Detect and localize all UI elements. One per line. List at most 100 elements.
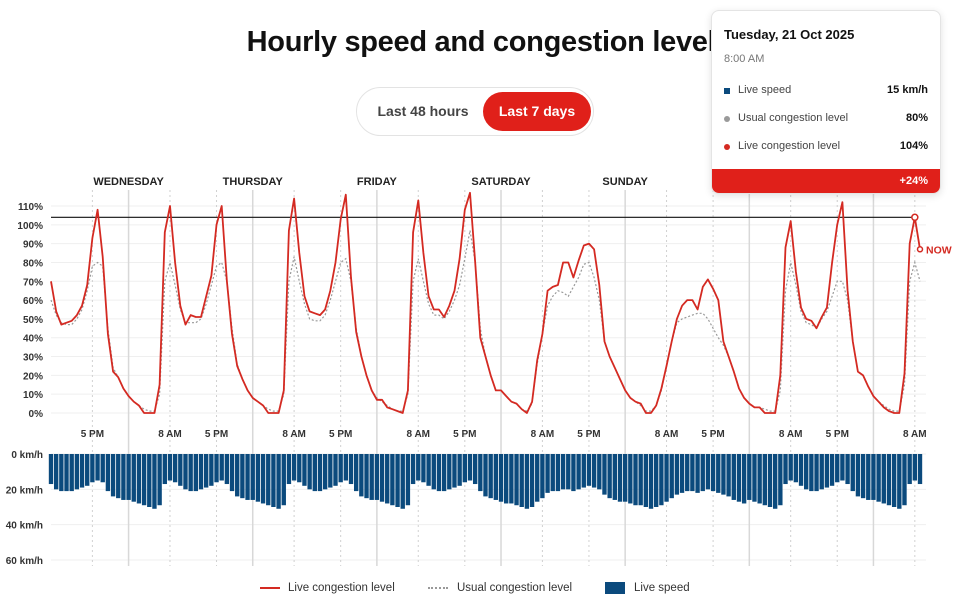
speed-bar: [747, 454, 752, 500]
last-7-days-button[interactable]: Last 7 days: [483, 92, 591, 131]
speed-bar: [131, 454, 136, 502]
y-tick-label: 30%: [23, 353, 43, 364]
speed-bar: [286, 454, 292, 485]
x-tick-label: 5 PM: [701, 429, 724, 440]
speed-bar: [798, 454, 804, 486]
speed-bar: [271, 454, 276, 507]
speed-bar: [881, 454, 886, 504]
speed-bar: [891, 454, 897, 507]
speed-bar: [224, 454, 230, 485]
speed-bar: [245, 454, 250, 500]
speed-bar: [804, 454, 809, 490]
speed-bar: [281, 454, 286, 506]
speed-bar: [400, 454, 405, 509]
speed-bar: [385, 454, 390, 504]
x-tick-label: 8 AM: [903, 429, 927, 440]
speed-bar: [410, 454, 416, 485]
y-tick-label: 10%: [23, 390, 43, 401]
speed-bar: [741, 454, 747, 504]
speed-bar: [266, 454, 271, 506]
usual-congestion-line: [50, 230, 921, 412]
speed-bar: [297, 454, 302, 483]
speed-bar: [276, 454, 281, 509]
speed-bar: [395, 454, 400, 507]
speed-bar: [752, 454, 757, 502]
speed-bar: [529, 454, 535, 507]
speed-bar: [866, 454, 871, 500]
speed-tick-label: 20 km/h: [6, 485, 43, 496]
speed-bar: [240, 454, 245, 499]
legend-live-congestion[interactable]: Live congestion level: [288, 582, 395, 594]
speed-bar: [188, 454, 193, 492]
speed-bar: [597, 454, 602, 490]
day-label: FRIDAY: [357, 176, 398, 188]
square-marker-icon: [724, 88, 730, 94]
speed-bar: [441, 454, 447, 492]
speed-bar: [364, 454, 369, 499]
speed-bar: [643, 454, 649, 507]
x-tick-label: 8 AM: [406, 429, 430, 440]
tooltip-delta: +24%: [712, 169, 940, 193]
speed-bar: [648, 454, 654, 509]
y-tick-label: 40%: [23, 334, 43, 345]
day-label: SATURDAY: [471, 176, 531, 188]
speed-bar: [690, 454, 695, 492]
speed-bar: [855, 454, 861, 497]
speed-bar: [897, 454, 902, 509]
speed-bar: [560, 454, 566, 490]
speed-bar: [235, 454, 240, 497]
speed-bar: [472, 454, 478, 485]
speed-bar: [835, 454, 840, 483]
speed-bar: [571, 454, 576, 492]
speed-bar: [353, 454, 359, 492]
speed-bar: [902, 454, 907, 506]
speed-bar: [783, 454, 788, 485]
legend-live-speed[interactable]: Live speed: [634, 582, 690, 594]
speed-bar: [721, 454, 726, 495]
speed-bar: [845, 454, 850, 485]
speed-bar: [307, 454, 312, 490]
last-48-hours-button[interactable]: Last 48 hours: [377, 103, 469, 119]
speed-bar: [105, 454, 111, 492]
speed-bar: [907, 454, 912, 485]
speed-bar: [116, 454, 121, 499]
speed-bar: [74, 454, 80, 490]
speed-bar: [540, 454, 545, 499]
speed-bar: [633, 454, 638, 506]
speed-bar: [654, 454, 659, 507]
speed-bar: [95, 454, 100, 481]
speed-bar: [369, 454, 374, 500]
speed-bar: [829, 454, 835, 486]
speed-bar: [871, 454, 876, 500]
speed-bar: [498, 454, 504, 502]
speed-bar: [581, 454, 586, 488]
speed-bar: [229, 454, 235, 492]
speed-bar: [726, 454, 731, 497]
speed-bar: [317, 454, 323, 492]
tooltip-row-live-congestion: Live congestion level 104%: [724, 140, 928, 154]
speed-bar: [612, 454, 618, 500]
tooltip-value: 80%: [905, 112, 928, 124]
speed-bar: [183, 454, 188, 490]
x-tick-label: 8 AM: [158, 429, 182, 440]
speed-bar: [524, 454, 530, 509]
speed-bar: [426, 454, 431, 486]
speed-bar: [493, 454, 499, 500]
chart-legend: Live congestion level Usual congestion l…: [0, 580, 962, 598]
speed-bar: [203, 454, 209, 488]
speed-bar: [700, 454, 705, 492]
hover-point-marker: [911, 213, 919, 222]
speed-bar: [374, 454, 380, 500]
speed-bar: [121, 454, 126, 500]
speed-bar: [431, 454, 436, 490]
x-tick-label: 5 PM: [329, 429, 352, 440]
speed-bar: [788, 454, 793, 481]
speed-bar: [219, 454, 224, 481]
speed-bar: [452, 454, 457, 488]
y-tick-label: 100%: [17, 221, 43, 232]
speed-bar: [172, 454, 178, 483]
legend-usual-congestion[interactable]: Usual congestion level: [457, 582, 573, 594]
speed-bar: [457, 454, 462, 486]
speed-bar: [685, 454, 690, 492]
